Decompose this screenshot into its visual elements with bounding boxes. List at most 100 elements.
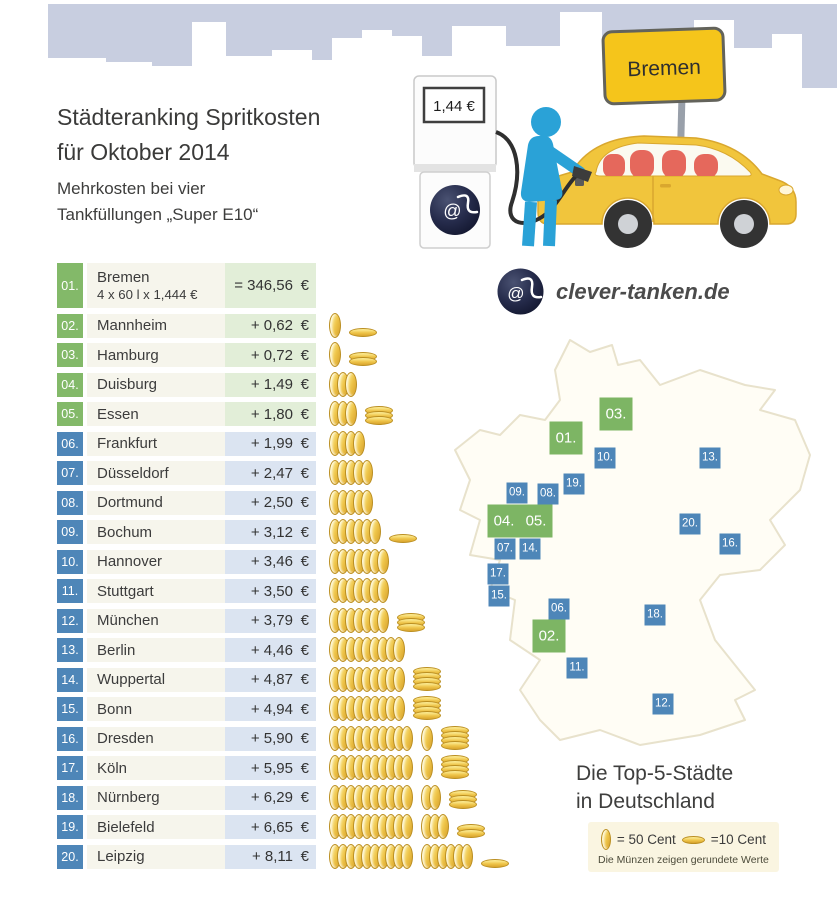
map-marker-07: 07. bbox=[494, 538, 516, 560]
coin-stack-50cent bbox=[421, 814, 449, 839]
ranking-row: 14. Wuppertal + 4,87 € bbox=[57, 666, 509, 692]
rank-badge: 19. bbox=[57, 815, 83, 839]
map-marker-11: 11. bbox=[566, 657, 588, 679]
extra-cost-amount: = 346,56 bbox=[234, 277, 293, 294]
coin-stack-50cent bbox=[329, 607, 389, 633]
rank-badge: 10. bbox=[57, 549, 83, 574]
map-marker-10: 10. bbox=[594, 447, 616, 469]
rank-badge: 15. bbox=[57, 697, 83, 721]
ranking-row: 13. Berlin + 4,46 € bbox=[57, 637, 509, 662]
currency-symbol: € bbox=[300, 376, 309, 393]
extra-cost-cell: + 4,94 € bbox=[225, 697, 316, 721]
coin-stack-50cent bbox=[329, 725, 413, 751]
coin-pictogram bbox=[329, 519, 417, 544]
ranking-row: 04. Duisburg + 1,49 € bbox=[57, 371, 509, 397]
extra-cost-amount: + 3,50 bbox=[250, 582, 293, 600]
coin-10cent-icon bbox=[449, 799, 477, 809]
city-name: Mannheim bbox=[97, 317, 168, 334]
coin-pictogram bbox=[329, 666, 441, 692]
page-title: Städteranking Spritkosten für Oktober 20… bbox=[57, 100, 320, 170]
coin-pile-10cent bbox=[481, 858, 509, 869]
coin-stack-50cent bbox=[329, 784, 413, 810]
coin-stack-50cent bbox=[329, 519, 381, 544]
coin-50cent-icon bbox=[401, 814, 413, 839]
coin-pictogram bbox=[329, 814, 485, 839]
currency-symbol: € bbox=[300, 435, 309, 452]
coin-pictogram bbox=[329, 696, 441, 721]
extra-cost-cell: + 6,29 € bbox=[225, 785, 316, 810]
coin-pictogram bbox=[329, 342, 377, 367]
currency-symbol: € bbox=[300, 818, 309, 836]
coin-stack-50cent bbox=[421, 784, 441, 810]
ranking-row: 10. Hannover + 3,46 € bbox=[57, 548, 509, 574]
subtitle-line-2: Tankfüllungen „Super E10“ bbox=[57, 205, 259, 224]
fueling-illustration: Bremen 1,44 € @ bbox=[413, 26, 797, 249]
currency-symbol: € bbox=[300, 553, 309, 570]
extra-cost-amount: + 4,46 bbox=[250, 641, 293, 659]
extra-cost-cell: + 3,79 € bbox=[225, 608, 316, 633]
rank-badge: 05. bbox=[57, 402, 83, 426]
coin-stack-50cent bbox=[329, 755, 413, 780]
coin-pile-10cent bbox=[365, 406, 393, 426]
coin-legend: = 50 Cent =10 Cent Die Münzen zeigen ger… bbox=[588, 822, 779, 872]
coin-pile-10cent bbox=[389, 534, 417, 544]
extra-cost-amount: + 2,47 bbox=[250, 464, 293, 482]
extra-cost-cell: + 3,46 € bbox=[225, 549, 316, 574]
ranking-row: 08. Dortmund + 2,50 € bbox=[57, 489, 509, 515]
ranking-row: 03. Hamburg + 0,72 € bbox=[57, 342, 509, 367]
city-name: Nürnberg bbox=[97, 789, 160, 806]
coin-10cent-icon bbox=[365, 416, 393, 425]
map-caption: Die Top-5-Städte in Deutschland bbox=[576, 760, 733, 816]
city-name: Hannover bbox=[97, 553, 163, 570]
coin-50cent-icon bbox=[377, 548, 389, 574]
car-graphic bbox=[537, 135, 797, 248]
coin-pile-10cent bbox=[441, 755, 469, 780]
currency-symbol: € bbox=[300, 848, 309, 865]
extra-cost-cell: + 0,62 € bbox=[225, 313, 316, 338]
city-cell: Berlin bbox=[87, 638, 225, 662]
coin-pile-10cent bbox=[449, 789, 477, 810]
city-cell: Nürnberg bbox=[87, 785, 225, 810]
car-headlight bbox=[778, 184, 794, 196]
calc-detail: 4 x 60 l x 1,444 € bbox=[97, 287, 198, 302]
extra-cost-amount: + 5,90 bbox=[250, 730, 293, 747]
coin-50cent-icon bbox=[345, 401, 357, 426]
coin-10cent-icon bbox=[413, 711, 441, 720]
coin-pictogram bbox=[329, 371, 357, 397]
coin-10cent-icon bbox=[397, 622, 425, 632]
map-marker-08: 08. bbox=[537, 483, 559, 505]
currency-symbol: € bbox=[300, 641, 309, 659]
coin-pictogram bbox=[329, 755, 469, 780]
city-name: Bochum bbox=[97, 523, 153, 541]
coin-50cent-icon bbox=[345, 371, 357, 397]
extra-cost-cell: + 0,72 € bbox=[225, 343, 316, 367]
city-name: Bonn bbox=[97, 700, 133, 718]
city-cell: Bremen 4 x 60 l x 1,444 € bbox=[87, 263, 225, 308]
coin-50cent-icon bbox=[393, 637, 405, 662]
city-cell: Dortmund bbox=[87, 490, 225, 515]
coin-stack-50cent bbox=[329, 371, 357, 397]
coin-50cent-icon bbox=[361, 460, 373, 485]
coin-10cent-icon bbox=[389, 534, 417, 543]
legend-note: Die Münzen zeigen gerundete Werte bbox=[598, 854, 769, 866]
coin-pictogram bbox=[329, 460, 373, 485]
city-cell: Bonn bbox=[87, 697, 225, 721]
coin-pictogram bbox=[329, 430, 365, 456]
city-sign: Bremen bbox=[601, 26, 727, 106]
rank-badge: 01. bbox=[57, 263, 83, 308]
city-cell: Frankfurt bbox=[87, 431, 225, 456]
extra-cost-amount: + 1,49 bbox=[250, 376, 293, 393]
city-cell: Dresden bbox=[87, 726, 225, 751]
extra-cost-cell: + 3,50 € bbox=[225, 579, 316, 603]
coin-stack-50cent bbox=[329, 460, 373, 485]
coin-10cent-icon bbox=[481, 858, 509, 868]
city-cell: Leipzig bbox=[87, 844, 225, 869]
rank-badge: 09. bbox=[57, 520, 83, 544]
map-marker-03: 03. bbox=[599, 397, 633, 431]
rank-badge: 20. bbox=[57, 844, 83, 869]
person-graphic bbox=[520, 107, 586, 247]
coin-50cent-icon bbox=[437, 814, 449, 839]
city-cell: Düsseldorf bbox=[87, 461, 225, 485]
coin-50cent-icon bbox=[600, 829, 611, 850]
coin-50cent-icon bbox=[401, 784, 413, 810]
